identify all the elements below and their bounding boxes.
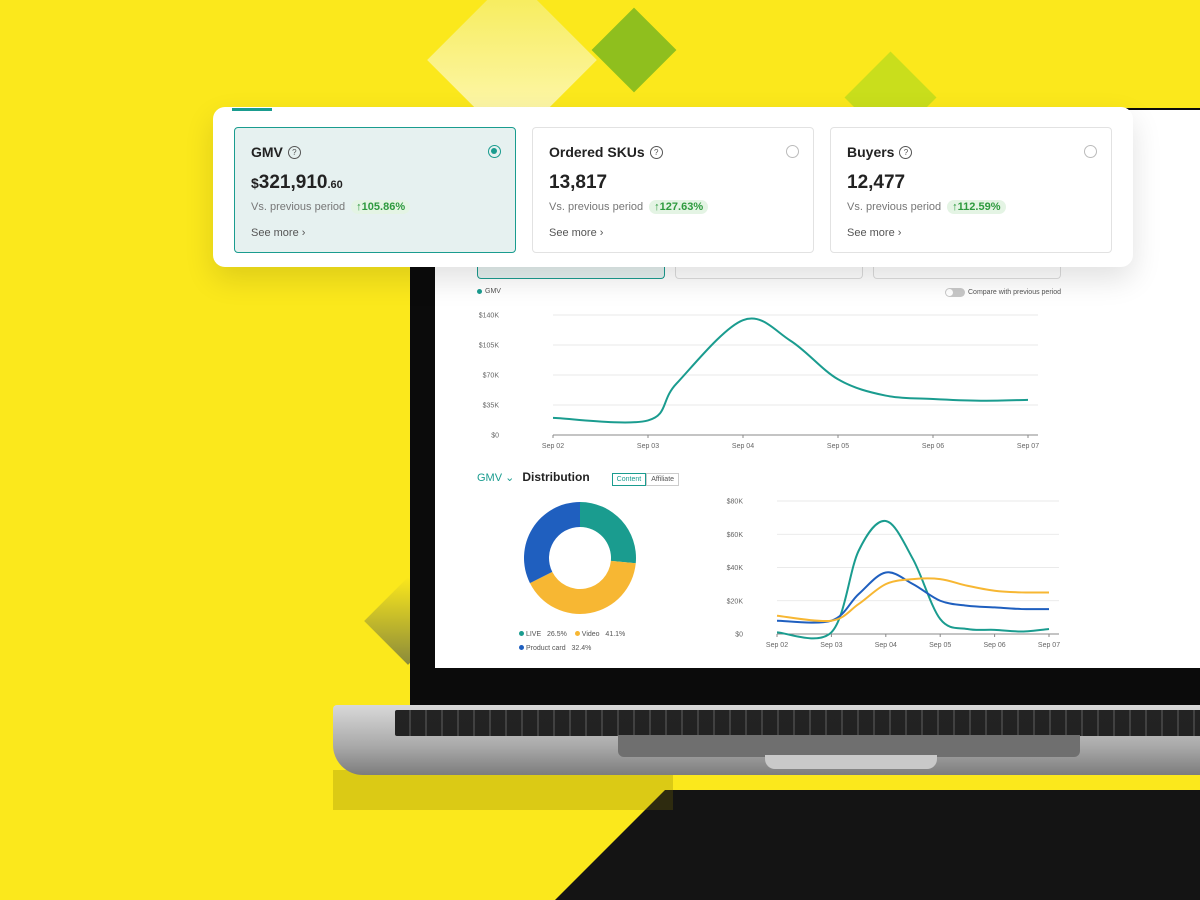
metric-radio[interactable]	[786, 145, 799, 158]
trend-legend: GMV	[477, 288, 501, 295]
see-more-label: See more	[251, 227, 299, 239]
metric-card-ordered-skus[interactable]: Ordered SKUs? 13,817 Vs. previous period…	[532, 127, 814, 253]
see-more-label: See more	[549, 227, 597, 239]
legend-label-video: Video	[581, 631, 600, 638]
change-badge: ↑127.63%	[649, 200, 709, 214]
distribution-title: Distribution	[522, 470, 590, 484]
x-tick-label: Sep 02	[766, 642, 788, 649]
segment-affiliate[interactable]: Affiliate	[646, 473, 680, 486]
chevron-right-icon: ›	[897, 227, 902, 239]
laptop-notch	[765, 755, 937, 769]
metric-cents: .60	[327, 179, 343, 191]
metric-title: Buyers	[847, 144, 895, 160]
legend-dot	[519, 631, 524, 636]
y-tick-label: $140K	[479, 313, 500, 320]
arrow-up-icon: ↑	[654, 201, 660, 213]
donut-slice-video	[529, 560, 636, 614]
compare-label: Vs. previous period	[549, 201, 644, 213]
metric-radio[interactable]	[488, 145, 501, 158]
arrow-up-icon: ↑	[952, 201, 958, 213]
change-badge: ↑112.59%	[947, 200, 1006, 214]
compare-toggle-label: Compare with previous period	[968, 289, 1061, 296]
channel-trend-chart: $0 $20K $40K $60K $80K Sep 02 Sep 03 Sep 04 Sep …	[727, 499, 1061, 650]
change-value: 127.63%	[659, 201, 704, 213]
distribution-donut-chart	[524, 502, 636, 614]
help-icon[interactable]: ?	[899, 145, 913, 159]
x-tick-label: Sep 05	[827, 443, 849, 450]
x-tick-label: Sep 04	[732, 443, 754, 450]
y-tick-label: $0	[735, 632, 743, 639]
laptop-trackpad	[618, 735, 1080, 757]
x-tick-label: Sep 06	[984, 642, 1006, 649]
chevron-right-icon: ›	[301, 227, 306, 239]
metric-selector[interactable]: GMV ⌄	[477, 471, 514, 484]
metric-selector-label: GMV	[477, 471, 503, 484]
trend-legend-label: GMV	[485, 288, 501, 295]
legend-label-live: LIVE	[525, 631, 542, 638]
donut-slice-live	[580, 502, 636, 564]
legend-dot	[574, 631, 580, 636]
legend-dot	[477, 289, 482, 294]
see-more-label: See more	[847, 227, 895, 239]
series-line-2	[776, 571, 1050, 624]
y-tick-label: $60K	[727, 532, 744, 539]
see-more-link[interactable]: See more ›	[251, 227, 499, 239]
see-more-link[interactable]: See more ›	[847, 227, 1095, 239]
metric-value: 12,477	[847, 172, 906, 193]
gmv-trend-chart: $0 $35K $70K $105K $140K Sep 02 Sep 03 Sep 04 Se…	[479, 313, 1039, 451]
legend-value-live: 26.5%	[546, 631, 567, 638]
series-line-1	[776, 519, 1050, 640]
metric-card-buyers[interactable]: Buyers? 12,477 Vs. previous period ↑112.5…	[830, 127, 1112, 253]
series-line-1	[552, 317, 1029, 424]
metric-card-gmv[interactable]: GMV? $321,910.60 Vs. previous period ↑105…	[234, 127, 516, 253]
donut-legend: LIVE 26.5% Video 41.1% Product card 32.4…	[519, 631, 625, 652]
x-tick-label: Sep 03	[637, 443, 659, 450]
y-tick-label: $80K	[727, 499, 744, 506]
x-tick-label: Sep 06	[922, 443, 944, 450]
help-icon[interactable]: ?	[649, 145, 663, 159]
y-tick-label: $20K	[727, 598, 744, 605]
y-tick-label: $70K	[483, 373, 500, 380]
see-more-link[interactable]: See more ›	[549, 227, 797, 239]
chevron-down-icon: ⌄	[505, 471, 515, 484]
compare-toggle[interactable]: Compare with previous period	[945, 288, 1061, 297]
x-tick-label: Sep 03	[820, 642, 842, 649]
segment-content[interactable]: Content	[611, 473, 647, 486]
legend-value-product-card: 32.4%	[571, 645, 592, 652]
arrow-up-icon: ↑	[356, 201, 362, 213]
y-tick-label: $0	[491, 433, 499, 440]
x-tick-label: Sep 07	[1038, 642, 1060, 649]
x-tick-label: Sep 05	[929, 642, 951, 649]
y-tick-label: $105K	[479, 343, 500, 350]
toggle-switch[interactable]	[945, 288, 965, 297]
x-tick-label: Sep 07	[1017, 443, 1039, 450]
key-metrics-panel: GMV? $321,910.60 Vs. previous period ↑105…	[213, 107, 1133, 267]
series-line-3	[776, 577, 1050, 623]
distribution-header: GMV ⌄ Distribution Content Affiliate	[477, 468, 680, 486]
change-badge: ↑105.86%	[351, 200, 411, 214]
legend-label-product-card: Product card	[525, 645, 566, 652]
change-value: 112.59%	[957, 201, 1001, 213]
x-tick-label: Sep 04	[875, 642, 897, 649]
decor-diamond	[591, 7, 677, 93]
laptop-keyboard	[395, 710, 1200, 736]
help-icon[interactable]: ?	[287, 145, 301, 159]
compare-label: Vs. previous period	[251, 201, 346, 213]
metric-value: 13,817	[549, 172, 608, 193]
x-tick-label: Sep 02	[542, 443, 564, 450]
y-tick-label: $40K	[727, 565, 744, 572]
currency-symbol: $	[251, 175, 259, 191]
metric-radio[interactable]	[1084, 145, 1097, 158]
metric-title: Ordered SKUs	[549, 144, 645, 160]
donut-slice-product-card	[524, 502, 580, 584]
change-value: 105.86%	[361, 201, 406, 213]
y-tick-label: $35K	[483, 403, 500, 410]
metric-value: 321,910	[258, 172, 328, 193]
compare-label: Vs. previous period	[847, 201, 942, 213]
metric-title: GMV	[251, 144, 283, 160]
active-tab-indicator	[232, 108, 272, 111]
chevron-right-icon: ›	[599, 227, 604, 239]
legend-value-video: 41.1%	[605, 631, 626, 638]
legend-dot	[519, 645, 524, 650]
